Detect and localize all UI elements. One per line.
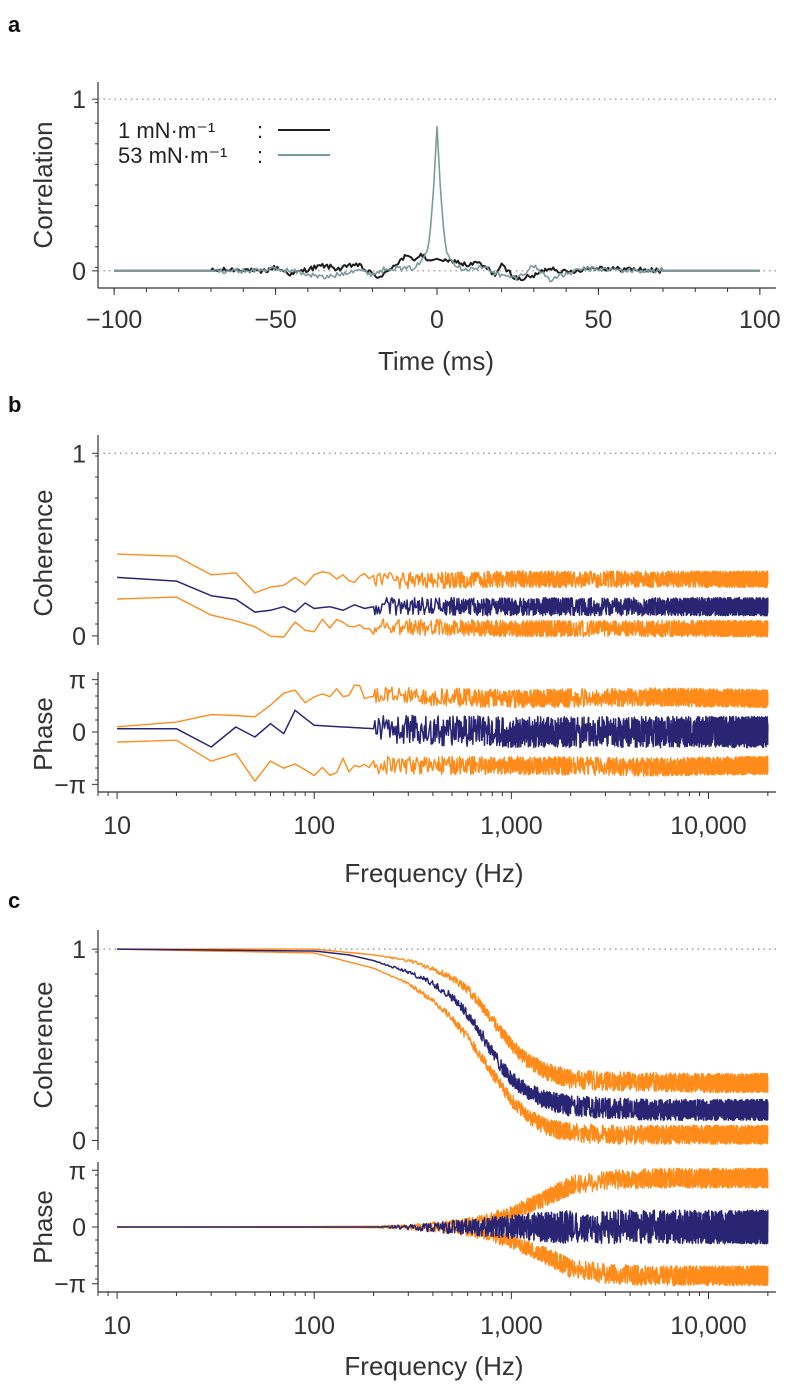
panel-b-phase-xtick-label: 100: [293, 812, 335, 840]
legend-colon: :: [257, 143, 263, 168]
legend: 1 mN·m⁻¹ : 53 mN·m⁻¹ :: [118, 118, 330, 168]
panel-c-phase-ylabel: Phase: [28, 1190, 58, 1264]
legend-colon: :: [257, 118, 263, 143]
legend-label-1mN: 1 mN·m⁻¹: [118, 118, 215, 143]
panel-c-phase-ytick-label: 0: [72, 1214, 86, 1242]
panel-c-phase-upper-bound-line: [117, 1167, 769, 1229]
panel-c-phase-xtick-label: 1,000: [480, 1312, 543, 1340]
panel-c-phase-ytick-label: π: [69, 1157, 86, 1185]
legend-label-53mN: 53 mN·m⁻¹: [118, 143, 227, 168]
panel-a-xtick-label: 50: [585, 306, 613, 334]
panel-b-coherence-ytick-label: 1: [72, 440, 86, 468]
panel-b-coherence-mean-line: [117, 576, 769, 617]
panel-c-phase-xtick-label: 10,000: [670, 1312, 746, 1340]
panel-b-coherence-ylabel: Coherence: [28, 489, 58, 616]
panel-b-phase-xtick-label: 1,000: [480, 812, 543, 840]
panel-b-phase-lower-bound-line: [117, 739, 769, 782]
panel-c-coherence-ytick-label: 1: [72, 936, 86, 964]
panel-c-phase-xtick-label: 100: [293, 1312, 335, 1340]
panel-b-phase-mean-line: [117, 709, 769, 749]
panel-label-c: c: [8, 888, 20, 913]
panel-a-xtick-label: 0: [430, 306, 444, 334]
panel-b-coherence-ytick-label: 0: [72, 623, 86, 651]
panel-c-coherence-upper-bound-line: [117, 948, 769, 1094]
panel-a-ytick-label: 1: [72, 86, 86, 114]
panel-c-coherence-lower-bound-line: [117, 948, 769, 1146]
panel-c-phase-xtick-label: 10: [103, 1312, 131, 1340]
panel-b-xlabel: Frequency (Hz): [344, 858, 523, 888]
panel-c-phase-ytick-label: −π: [54, 1271, 86, 1299]
panel-c-coherence-ytick-label: 0: [72, 1127, 86, 1155]
panel-label-b: b: [8, 392, 21, 417]
panel-a-ylabel: Correlation: [28, 121, 58, 248]
panel-b-phase-ytick-label: π: [69, 667, 86, 695]
panel-b-phase-ylabel: Phase: [28, 697, 58, 771]
panel-b-coherence-lower-bound-line: [117, 596, 769, 638]
panel-a-xtick-label: −100: [86, 306, 142, 334]
panel-b-phase-xtick-label: 10,000: [670, 812, 746, 840]
panel-b-phase-ytick-label: 0: [72, 719, 86, 747]
panel-label-a: a: [8, 12, 21, 37]
panel-c-phase-lower-bound-line: [117, 1225, 769, 1287]
series-line-53mN: [114, 125, 760, 283]
panel-c-coherence-ylabel: Coherence: [28, 981, 58, 1108]
series-line-1mN: [114, 252, 760, 282]
panel-a-xtick-label: 100: [739, 306, 781, 334]
panel-b-phase-upper-bound-line: [117, 684, 769, 728]
panel-b-phase-xtick-label: 10: [103, 812, 131, 840]
panel-c-phase-mean-line: [117, 1209, 769, 1245]
panel-a-xlabel: Time (ms): [378, 346, 494, 376]
panel-c-xlabel: Frequency (Hz): [344, 1351, 523, 1381]
panel-b-phase-ytick-label: −π: [54, 771, 86, 799]
panel-a-ytick-label: 0: [72, 258, 86, 286]
panel-a-xtick-label: −50: [254, 306, 296, 334]
panel-c-coherence-mean-line: [117, 948, 769, 1122]
panel-b-coherence-upper-bound-line: [117, 553, 769, 594]
